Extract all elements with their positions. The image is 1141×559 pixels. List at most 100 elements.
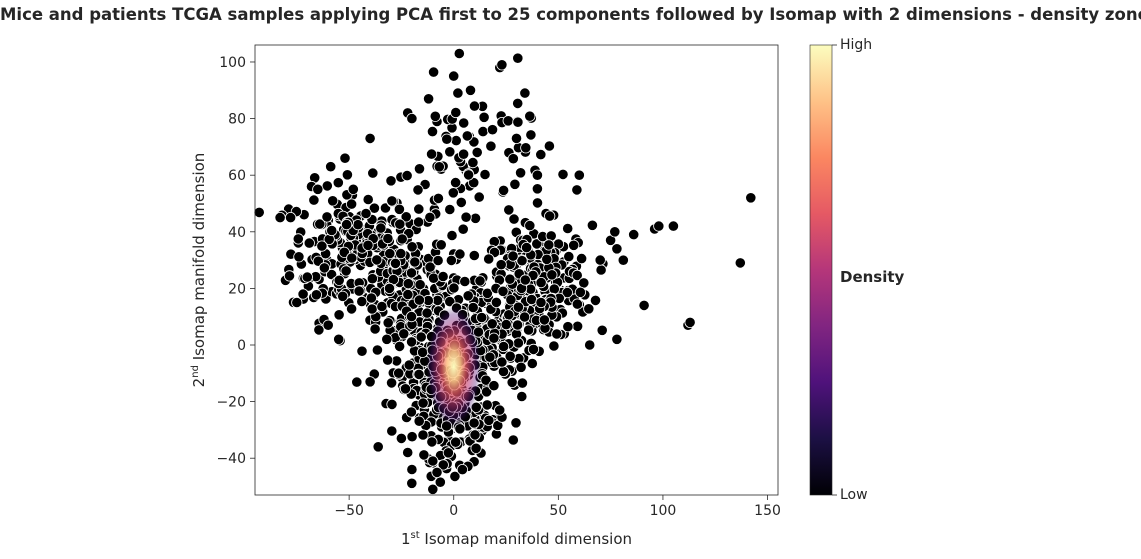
data-point [535, 276, 547, 289]
data-point [538, 314, 551, 326]
data-point [394, 218, 406, 230]
data-point [395, 248, 407, 260]
data-point [531, 197, 544, 209]
y-axis: −40 −20 0 20 40 60 80 100 [216, 55, 255, 467]
data-point [413, 415, 425, 427]
data-point [405, 406, 417, 418]
data-point [341, 169, 353, 181]
data-point [333, 333, 345, 345]
data-point [476, 311, 488, 324]
data-point [417, 429, 429, 441]
data-point [628, 229, 640, 241]
data-point [543, 140, 556, 152]
data-point [403, 359, 415, 371]
data-point [322, 319, 334, 331]
y-tick-label: 60 [228, 168, 246, 184]
data-point [512, 116, 524, 128]
data-point [426, 126, 439, 138]
data-point [362, 193, 374, 206]
data-point [381, 333, 393, 345]
data-point [505, 294, 517, 306]
data-point [481, 287, 493, 299]
data-point [745, 192, 757, 204]
data-point [469, 429, 481, 441]
data-point [524, 220, 536, 232]
data-point [396, 233, 408, 245]
data-point [393, 340, 406, 352]
data-point [497, 184, 510, 196]
data-point [398, 328, 410, 340]
y-tick-label: 80 [228, 112, 246, 128]
data-point [561, 286, 573, 299]
data-point [460, 211, 472, 223]
data-point [548, 283, 560, 295]
data-point [347, 183, 359, 195]
data-point [406, 241, 418, 253]
data-point [480, 386, 493, 398]
data-point [527, 343, 540, 355]
data-point [494, 404, 506, 416]
data-point [512, 52, 524, 64]
data-point [372, 441, 384, 453]
data-point [366, 303, 378, 315]
data-point [318, 262, 330, 274]
data-point [382, 317, 394, 329]
data-point [366, 273, 378, 285]
data-point [546, 269, 558, 281]
data-point [382, 354, 394, 366]
data-point [432, 254, 444, 267]
y-tick-label: 100 [219, 55, 246, 71]
data-point [442, 447, 454, 459]
data-point [352, 219, 364, 231]
data-point [531, 169, 544, 181]
data-point [364, 376, 376, 388]
data-point [477, 126, 489, 138]
data-point [385, 377, 398, 389]
points-layer [253, 47, 757, 495]
y-tick-label: 40 [228, 225, 246, 241]
data-point [526, 357, 538, 370]
data-point [431, 294, 444, 306]
data-point [497, 340, 510, 353]
data-point [346, 252, 358, 264]
data-point [450, 436, 462, 448]
data-point [507, 250, 519, 262]
data-point [508, 213, 520, 225]
data-point [327, 195, 339, 207]
data-point [562, 222, 574, 235]
data-point [333, 274, 345, 286]
x-tick-label: 100 [650, 503, 677, 519]
data-point [406, 463, 418, 476]
data-point [504, 273, 516, 285]
data-point [314, 218, 326, 230]
data-point [433, 161, 445, 173]
data-point [562, 321, 574, 333]
data-point [515, 361, 527, 373]
data-point [468, 100, 481, 112]
data-point [563, 251, 575, 263]
data-point [478, 111, 490, 123]
colorbar [809, 44, 833, 496]
data-point [584, 339, 596, 351]
x-tick-label: −50 [334, 503, 364, 519]
data-point [321, 180, 333, 192]
data-point [406, 113, 418, 125]
data-point [274, 212, 286, 224]
data-point [283, 270, 296, 282]
data-point [405, 336, 418, 348]
data-point [395, 432, 407, 444]
data-point [504, 350, 516, 362]
data-point [617, 254, 629, 266]
data-point [414, 279, 426, 291]
data-point [338, 246, 350, 258]
data-point [507, 153, 519, 165]
density-layer [426, 305, 482, 428]
data-point [609, 226, 621, 238]
plot-area [254, 44, 779, 496]
data-point [393, 367, 405, 379]
data-point [486, 124, 499, 136]
data-point [385, 175, 397, 187]
data-point [594, 254, 606, 266]
data-point [337, 290, 349, 302]
